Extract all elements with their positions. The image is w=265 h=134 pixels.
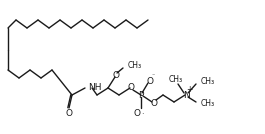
Text: CH₃: CH₃ [201, 77, 215, 85]
Text: O: O [65, 109, 73, 118]
Text: N: N [183, 90, 189, 100]
Text: ·: · [141, 111, 143, 120]
Text: O: O [127, 83, 135, 92]
Text: NH: NH [88, 83, 101, 92]
Text: O: O [151, 98, 157, 107]
Text: P: P [138, 90, 144, 100]
Text: CH₃: CH₃ [128, 62, 142, 70]
Text: O: O [113, 72, 120, 81]
Text: O: O [134, 109, 140, 118]
Text: ⁻: ⁻ [151, 75, 154, 79]
Text: +: + [186, 85, 192, 94]
Text: CH₃: CH₃ [169, 75, 183, 83]
Text: O: O [147, 77, 153, 85]
Text: CH₃: CH₃ [201, 98, 215, 107]
